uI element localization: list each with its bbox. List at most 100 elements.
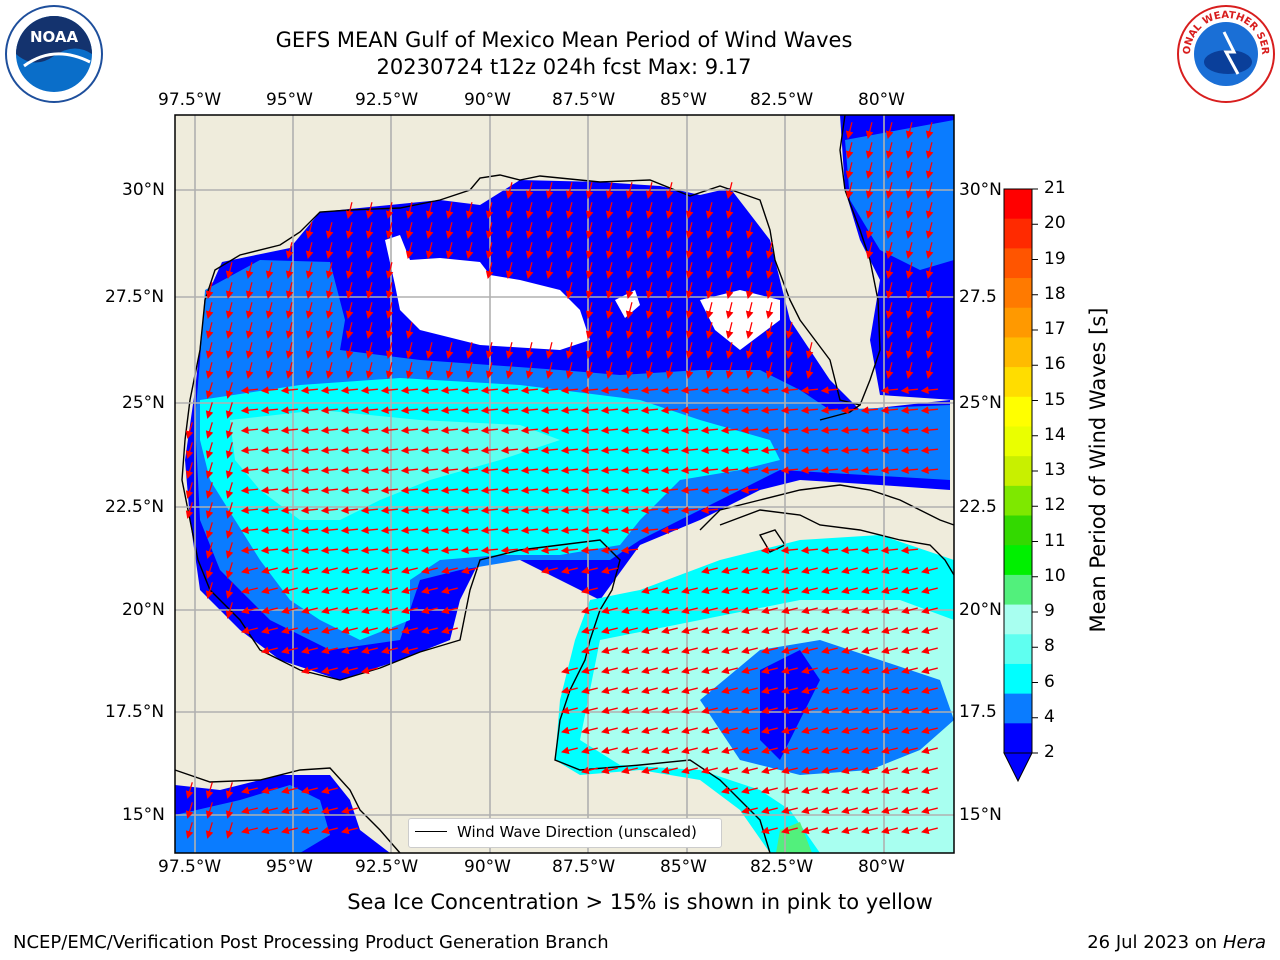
wind-wave-arrow (900, 746, 918, 755)
wind-wave-arrow (440, 606, 458, 615)
wind-wave-arrow (560, 506, 579, 515)
wind-wave-arrow (900, 806, 918, 815)
wind-wave-arrow (800, 826, 818, 835)
wind-wave-arrow (480, 386, 499, 395)
wind-wave-arrow (820, 586, 838, 595)
wind-wave-arrow (600, 686, 618, 695)
wind-wave-arrow (780, 646, 798, 655)
wind-wave-arrow (865, 242, 874, 260)
lon-label-top-80: 80°W (858, 90, 905, 110)
wind-wave-arrow (320, 806, 338, 815)
svg-text:NOAA: NOAA (30, 28, 79, 46)
wind-wave-arrow (405, 362, 414, 380)
wind-wave-arrow (225, 502, 234, 519)
wind-wave-arrow (285, 302, 294, 320)
wind-wave-arrow (500, 446, 519, 455)
wind-wave-arrow (860, 586, 878, 595)
wind-wave-arrow (780, 606, 798, 615)
wind-wave-arrow (185, 482, 194, 499)
wind-wave-arrow (645, 342, 654, 360)
wind-wave-arrow (605, 362, 614, 380)
wind-wave-arrow (580, 546, 599, 555)
wind-wave-arrow (340, 566, 358, 575)
colorbar-segment (1004, 574, 1032, 606)
wind-wave-arrow (865, 222, 874, 240)
wind-wave-arrow (820, 726, 838, 735)
wind-wave-arrow (680, 386, 699, 395)
wind-wave-arrow (300, 826, 318, 835)
wind-wave-arrow (340, 546, 359, 555)
wind-wave-arrow (780, 426, 799, 435)
wind-wave-arrow (725, 182, 734, 200)
wind-wave-arrow (225, 462, 234, 479)
wind-wave-arrow (245, 322, 254, 340)
wind-wave-arrow (300, 406, 319, 415)
wind-wave-arrow (365, 222, 374, 240)
wind-wave-arrow (400, 566, 418, 575)
wind-wave-arrow (300, 386, 319, 395)
colorbar-segment (1004, 396, 1032, 427)
wind-wave-arrow (680, 626, 698, 635)
wind-wave-arrow (920, 746, 938, 755)
wind-wave-arrow (320, 606, 338, 615)
wind-wave-arrow (880, 386, 899, 395)
wind-wave-arrow (320, 546, 339, 555)
wind-wave-arrow (920, 686, 938, 695)
wind-wave-arrow (640, 426, 659, 435)
colorbar-segment (1004, 485, 1032, 517)
wind-wave-arrow (580, 526, 599, 535)
wind-wave-arrow (800, 646, 818, 655)
noaa-logo: NOAA (4, 4, 104, 104)
wind-wave-arrow (925, 362, 934, 380)
wind-wave-arrow (380, 566, 398, 575)
wind-wave-arrow (400, 406, 419, 415)
wind-wave-arrow (705, 342, 714, 360)
wind-wave-arrow (360, 606, 378, 615)
wind-wave-arrow (465, 242, 474, 260)
wind-wave-arrow (720, 446, 739, 455)
wind-wave-arrow (905, 122, 914, 140)
wind-wave-arrow (300, 786, 318, 795)
wind-wave-arrow (700, 666, 718, 675)
wind-wave-arrow (740, 606, 758, 615)
wind-wave-arrow (925, 322, 934, 340)
wind-wave-arrow (380, 646, 398, 655)
wind-wave-arrow (405, 342, 414, 360)
wind-wave-arrow (780, 406, 799, 415)
wind-wave-arrow (385, 302, 394, 320)
wind-wave-arrow (605, 242, 614, 260)
wind-wave-arrow (240, 506, 259, 515)
wind-wave-arrow (860, 806, 878, 815)
wind-wave-arrow (620, 626, 638, 635)
wind-wave-arrow (645, 282, 654, 300)
wind-wave-arrow (920, 606, 938, 615)
wind-wave-arrow (720, 686, 738, 695)
wind-wave-arrow (905, 362, 914, 380)
wind-wave-arrow (640, 686, 658, 695)
wind-wave-arrow (740, 746, 758, 755)
lon-label-bottom-85: 85°W (660, 857, 707, 877)
wind-wave-arrow (520, 466, 539, 475)
wind-wave-arrow (485, 342, 494, 360)
wind-wave-arrow (800, 466, 819, 475)
lon-label-bottom-95: 95°W (266, 857, 313, 877)
wind-wave-arrow (265, 362, 274, 380)
wind-wave-arrow (305, 282, 314, 300)
wind-wave-arrow (600, 746, 618, 755)
wind-wave-arrow (685, 222, 694, 240)
wind-wave-arrow (280, 646, 298, 655)
wind-wave-arrow (585, 262, 594, 280)
no-data-area-2 (700, 290, 780, 350)
wind-wave-arrow (765, 242, 774, 260)
wind-wave-arrow (580, 686, 598, 695)
wind-wave-arrow (845, 122, 854, 140)
wind-wave-arrow (700, 486, 719, 495)
wind-wave-arrow (900, 726, 918, 735)
wind-wave-arrow (660, 586, 678, 595)
wind-wave-arrow (340, 806, 358, 815)
wind-wave-arrow (400, 586, 418, 595)
wind-wave-arrow (340, 626, 358, 635)
wind-wave-arrow (460, 446, 479, 455)
wind-wave-arrow (665, 342, 674, 360)
wind-wave-arrow (920, 646, 938, 655)
